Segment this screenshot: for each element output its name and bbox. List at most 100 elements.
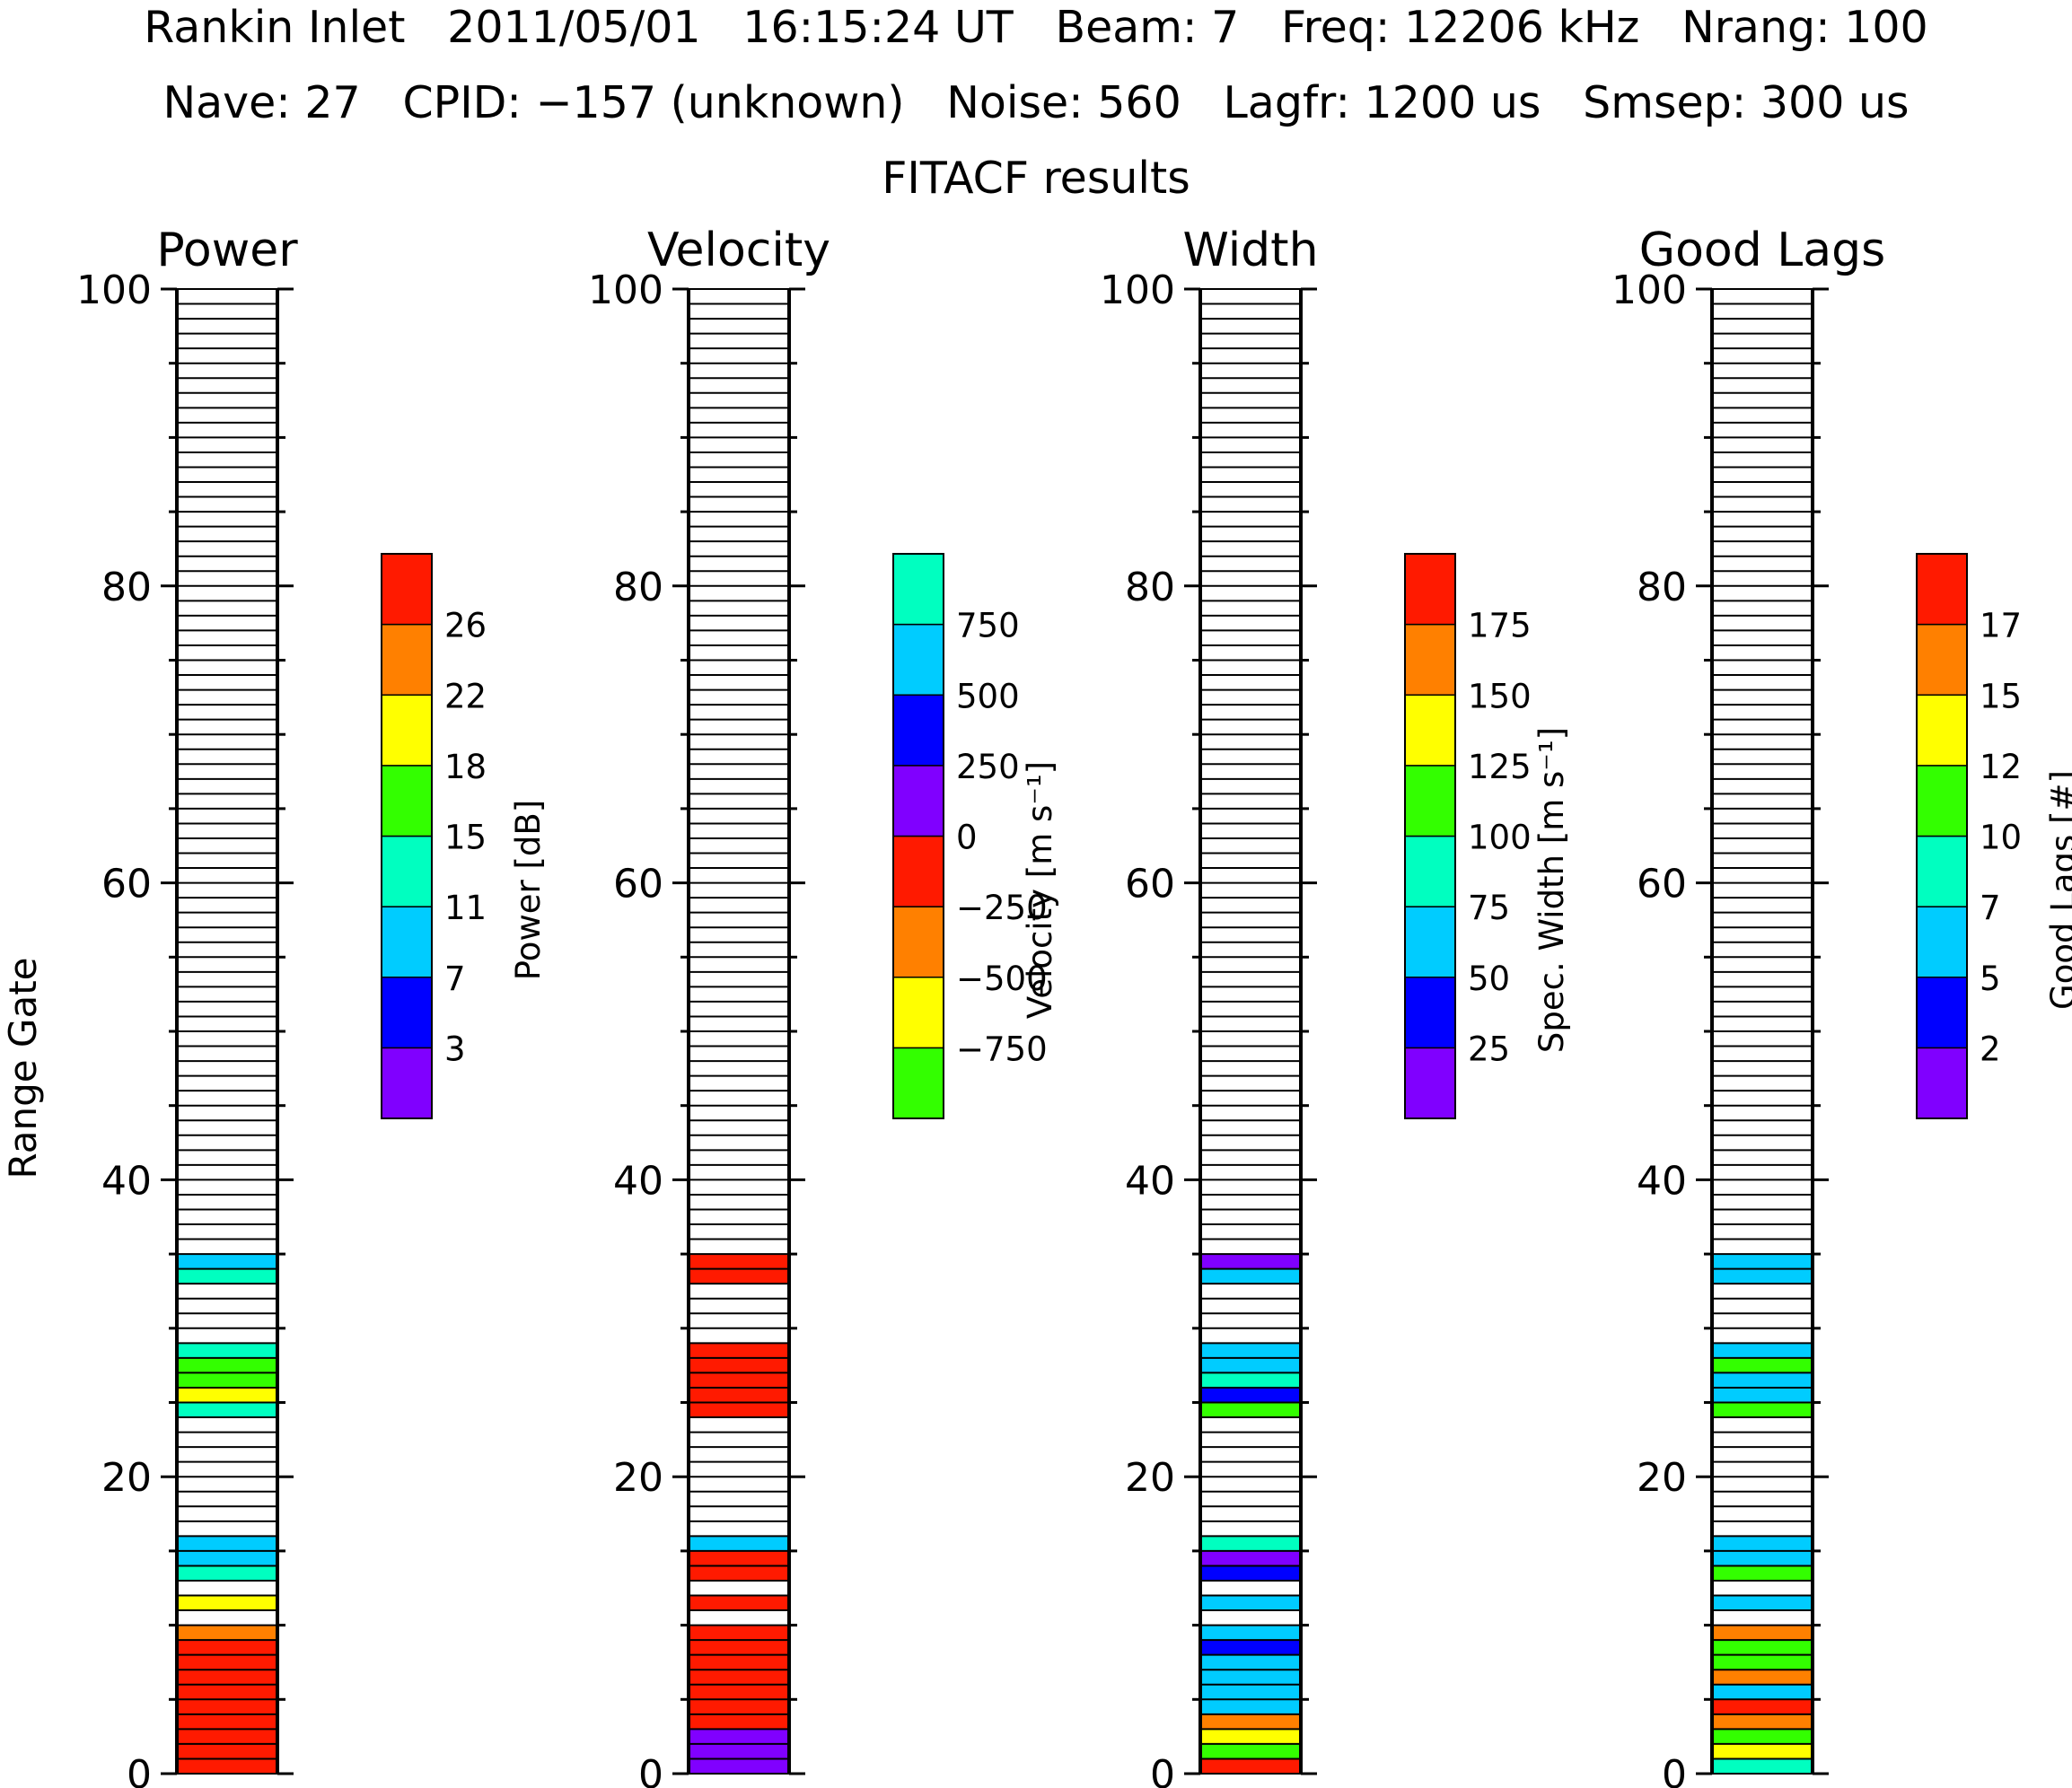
- y-tick-label: 40: [1637, 1158, 1687, 1204]
- gate-cell: [689, 1699, 789, 1714]
- gate-cell: [1200, 1357, 1301, 1373]
- gate-cell: [689, 1565, 789, 1581]
- gate-cell: [1712, 1343, 1813, 1358]
- y-tick-label: 60: [1125, 862, 1175, 907]
- gate-cell: [1712, 1684, 1813, 1700]
- gate-cell: [689, 1758, 789, 1774]
- colorbar-frame: [1916, 553, 1968, 1119]
- panel-width: Width 0 20 40 60 80 100 25 50 75 100 125 150 175 Spec.…: [1100, 224, 1571, 1788]
- colorbar-label: Good Lags [#]: [2044, 770, 2072, 1010]
- gate-cell: [1200, 1536, 1301, 1551]
- gate-cell: [1200, 1343, 1301, 1358]
- gate-cell: [1200, 1714, 1301, 1730]
- colorbar-frame: [892, 553, 944, 1119]
- colorbar-tick-label: 75: [1468, 889, 1510, 927]
- colorbar-tick-label: 10: [1980, 819, 2022, 857]
- colorbar-swatch: [892, 694, 944, 767]
- gate-cell: [1712, 1670, 1813, 1685]
- gate-cell: [177, 1714, 277, 1730]
- gate-cell: [689, 1536, 789, 1551]
- header-line-2: Nave: 27 CPID: −157 (unknown) Noise: 560…: [162, 77, 1910, 128]
- y-tick-label: 100: [76, 267, 152, 313]
- gate-cell: [689, 1387, 789, 1403]
- panel-title: Good Lags: [1639, 224, 1885, 277]
- colorbar-swatch: [381, 906, 433, 978]
- y-tick-label: 40: [613, 1158, 663, 1204]
- gate-cell: [1200, 1729, 1301, 1744]
- gate-cell: [1712, 1595, 1813, 1611]
- colorbar-tick-label: 22: [444, 677, 487, 715]
- gate-cell: [689, 1595, 789, 1611]
- colorbar-swatch: [381, 977, 433, 1049]
- gate-cell: [177, 1357, 277, 1373]
- colorbar-swatch: [1916, 835, 1968, 907]
- gate-cell: [177, 1654, 277, 1670]
- header-line-3: FITACF results: [882, 153, 1190, 204]
- y-tick-label: 0: [638, 1752, 663, 1788]
- gate-cell: [1200, 1372, 1301, 1388]
- gate-cell: [177, 1550, 277, 1566]
- colorbar-tick-label: 18: [444, 748, 487, 786]
- gate-cell: [1200, 1625, 1301, 1641]
- y-tick-label: 0: [127, 1752, 152, 1788]
- gate-cell: [1200, 1402, 1301, 1418]
- gate-cell: [177, 1565, 277, 1581]
- panel-title: Power: [156, 224, 298, 277]
- gate-cell: [1200, 1565, 1301, 1581]
- panel-good-lags: Good Lags 0 20 40 60 80 100 2 5 7 10 12 15 17 Good Lag…: [1611, 224, 2072, 1788]
- y-tick-label: 60: [1637, 862, 1687, 907]
- gate-cell: [1712, 1699, 1813, 1714]
- gate-cell: [177, 1536, 277, 1551]
- colorbar-swatch: [1916, 553, 1968, 626]
- colorbar-label: Power [dB]: [509, 800, 548, 980]
- colorbar-tick-label: 500: [956, 677, 1020, 715]
- y-tick-label: 0: [1662, 1752, 1687, 1788]
- gate-cell: [689, 1743, 789, 1759]
- y-tick-label: 100: [588, 267, 663, 313]
- panel-power: Power 0 20 40 60 80 100 3 7 11 15 18 22 26 Power [dB]: [76, 224, 548, 1788]
- gate-cell: [177, 1684, 277, 1700]
- colorbar-swatch: [381, 694, 433, 767]
- y-tick-label: 20: [1125, 1455, 1175, 1501]
- gate-cell: [689, 1684, 789, 1700]
- colorbar-tick-label: 11: [444, 889, 487, 927]
- colorbar-swatch: [381, 835, 433, 907]
- colorbar-tick-label: 100: [1468, 819, 1532, 857]
- colorbar-tick-label: 2: [1980, 1030, 2001, 1068]
- colorbar-tick-label: −500: [956, 960, 1048, 998]
- gate-cell: [177, 1343, 277, 1358]
- colorbar-tick-label: 15: [444, 819, 487, 857]
- colorbar-tick-label: 26: [444, 607, 487, 645]
- colorbar-tick-label: 17: [1980, 607, 2022, 645]
- gate-cell: [1200, 1640, 1301, 1655]
- gate-cell: [1712, 1640, 1813, 1655]
- gate-cell: [1200, 1670, 1301, 1685]
- colorbar-swatch: [381, 1047, 433, 1119]
- colorbar-swatch: [892, 765, 944, 837]
- y-tick-label: 60: [613, 862, 663, 907]
- gate-cell: [1200, 1268, 1301, 1284]
- y-tick-label: 20: [101, 1455, 152, 1501]
- y-tick-label: 20: [613, 1455, 663, 1501]
- colorbar-tick-label: 175: [1468, 607, 1532, 645]
- gate-cell: [1712, 1387, 1813, 1403]
- colorbar-tick-label: 7: [1980, 889, 2001, 927]
- colorbar-tick-label: 125: [1468, 748, 1532, 786]
- colorbar-swatch: [381, 765, 433, 837]
- gate-cell: [177, 1670, 277, 1685]
- gate-cell: [1200, 1595, 1301, 1611]
- gate-cell: [1712, 1550, 1813, 1566]
- gate-cell: [689, 1343, 789, 1358]
- y-tick-label: 20: [1637, 1455, 1687, 1501]
- colorbar-tick-label: 25: [1468, 1030, 1510, 1068]
- gate-cell: [1712, 1758, 1813, 1774]
- gate-cell: [1712, 1402, 1813, 1418]
- colorbar-tick-label: −250: [956, 889, 1048, 927]
- y-tick-label: 100: [1100, 267, 1175, 313]
- y-axis-label: Range Gate: [1, 957, 45, 1179]
- colorbar-swatch: [1404, 694, 1456, 767]
- colorbar-swatch: [1404, 977, 1456, 1049]
- colorbar-tick-label: 3: [444, 1030, 466, 1068]
- colorbar-swatch: [892, 553, 944, 626]
- gate-cell: [689, 1357, 789, 1373]
